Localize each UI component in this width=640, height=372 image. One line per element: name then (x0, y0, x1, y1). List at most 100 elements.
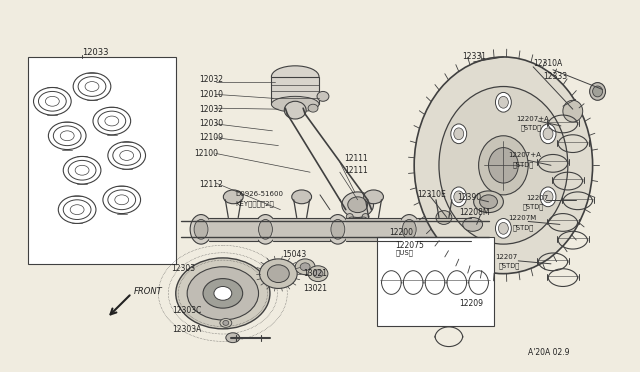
Text: 12111: 12111 (344, 154, 367, 163)
Ellipse shape (346, 214, 353, 219)
Text: 13021: 13021 (303, 284, 327, 293)
Ellipse shape (454, 128, 464, 140)
Text: 15043: 15043 (282, 250, 307, 259)
Text: （STD）: （STD） (512, 161, 534, 168)
Ellipse shape (220, 318, 232, 327)
Text: 12303C: 12303C (172, 306, 202, 315)
Text: （STD）: （STD） (512, 224, 534, 231)
Text: 12100: 12100 (194, 149, 218, 158)
Text: 12207+A: 12207+A (508, 153, 541, 158)
Text: KEYボルト（2）: KEYボルト（2） (236, 201, 275, 207)
Ellipse shape (362, 214, 369, 219)
Ellipse shape (190, 215, 212, 244)
Ellipse shape (342, 192, 374, 218)
Ellipse shape (543, 191, 553, 203)
Text: 12207: 12207 (495, 254, 518, 260)
Ellipse shape (187, 267, 259, 320)
Ellipse shape (479, 195, 497, 209)
Ellipse shape (468, 215, 490, 244)
Ellipse shape (414, 57, 593, 274)
Text: FRONT: FRONT (134, 287, 163, 296)
Text: 122075: 122075 (396, 241, 424, 250)
Text: （STD）: （STD） (499, 263, 520, 269)
Text: 12303: 12303 (172, 264, 195, 273)
Ellipse shape (313, 270, 323, 278)
Ellipse shape (255, 215, 276, 244)
Ellipse shape (295, 259, 315, 275)
Ellipse shape (495, 218, 511, 238)
Ellipse shape (271, 96, 319, 112)
Ellipse shape (540, 187, 556, 207)
Ellipse shape (593, 86, 602, 97)
Ellipse shape (463, 218, 483, 231)
Ellipse shape (292, 190, 312, 204)
Text: D0926-51600: D0926-51600 (236, 191, 284, 197)
Text: 12010: 12010 (199, 90, 223, 99)
Ellipse shape (260, 259, 297, 288)
Ellipse shape (300, 263, 310, 271)
Text: （US）: （US） (396, 250, 413, 256)
Ellipse shape (364, 190, 383, 204)
Ellipse shape (259, 219, 273, 239)
Text: 12208M: 12208M (459, 208, 490, 217)
Ellipse shape (268, 265, 289, 283)
Text: 12390: 12390 (457, 193, 481, 202)
Text: 12303A: 12303A (172, 326, 202, 334)
Ellipse shape (348, 197, 367, 212)
Text: 12310A: 12310A (533, 60, 563, 68)
Ellipse shape (331, 219, 345, 239)
Ellipse shape (203, 279, 243, 308)
Ellipse shape (436, 211, 452, 224)
Ellipse shape (317, 92, 329, 101)
Text: A'20A 02.9: A'20A 02.9 (528, 348, 570, 357)
Text: 12032: 12032 (199, 105, 223, 114)
Text: （STD）: （STD） (522, 203, 543, 210)
Ellipse shape (488, 148, 518, 183)
Bar (378, 237, 495, 326)
Ellipse shape (543, 128, 553, 140)
Text: 12310E: 12310E (417, 190, 446, 199)
Text: 12033: 12033 (82, 48, 109, 57)
Ellipse shape (214, 286, 232, 300)
Ellipse shape (451, 124, 467, 144)
Ellipse shape (451, 187, 467, 207)
Text: 12200: 12200 (389, 228, 413, 237)
Text: 12209: 12209 (459, 299, 483, 308)
Ellipse shape (589, 83, 605, 100)
Ellipse shape (398, 215, 420, 244)
Ellipse shape (360, 217, 367, 224)
Ellipse shape (348, 217, 356, 224)
Ellipse shape (472, 219, 486, 239)
Ellipse shape (495, 92, 511, 112)
Ellipse shape (223, 320, 228, 326)
Text: （STD）: （STD） (520, 125, 541, 131)
Ellipse shape (308, 266, 328, 282)
Ellipse shape (474, 191, 504, 212)
Ellipse shape (176, 258, 270, 329)
Text: 12331: 12331 (461, 52, 486, 61)
Ellipse shape (271, 66, 319, 87)
Ellipse shape (403, 219, 416, 239)
Text: 12207M: 12207M (508, 215, 536, 221)
Ellipse shape (194, 219, 208, 239)
Ellipse shape (479, 136, 528, 195)
Ellipse shape (284, 101, 306, 119)
Bar (28, 57, 176, 264)
Text: 12030: 12030 (199, 119, 223, 128)
Ellipse shape (327, 215, 349, 244)
Ellipse shape (540, 124, 556, 144)
Ellipse shape (454, 191, 464, 203)
Text: 12111: 12111 (344, 166, 367, 175)
Text: 12207+A: 12207+A (516, 116, 549, 122)
Text: 12333: 12333 (543, 72, 567, 81)
Ellipse shape (499, 96, 508, 108)
Text: 12109: 12109 (199, 133, 223, 142)
Ellipse shape (308, 104, 318, 112)
Text: 12032: 12032 (199, 75, 223, 84)
Text: 13021: 13021 (303, 269, 327, 278)
Text: 12112: 12112 (199, 180, 223, 189)
Bar (271, 77, 319, 104)
Ellipse shape (434, 190, 454, 204)
Ellipse shape (223, 190, 243, 204)
Text: 12207: 12207 (526, 195, 548, 201)
